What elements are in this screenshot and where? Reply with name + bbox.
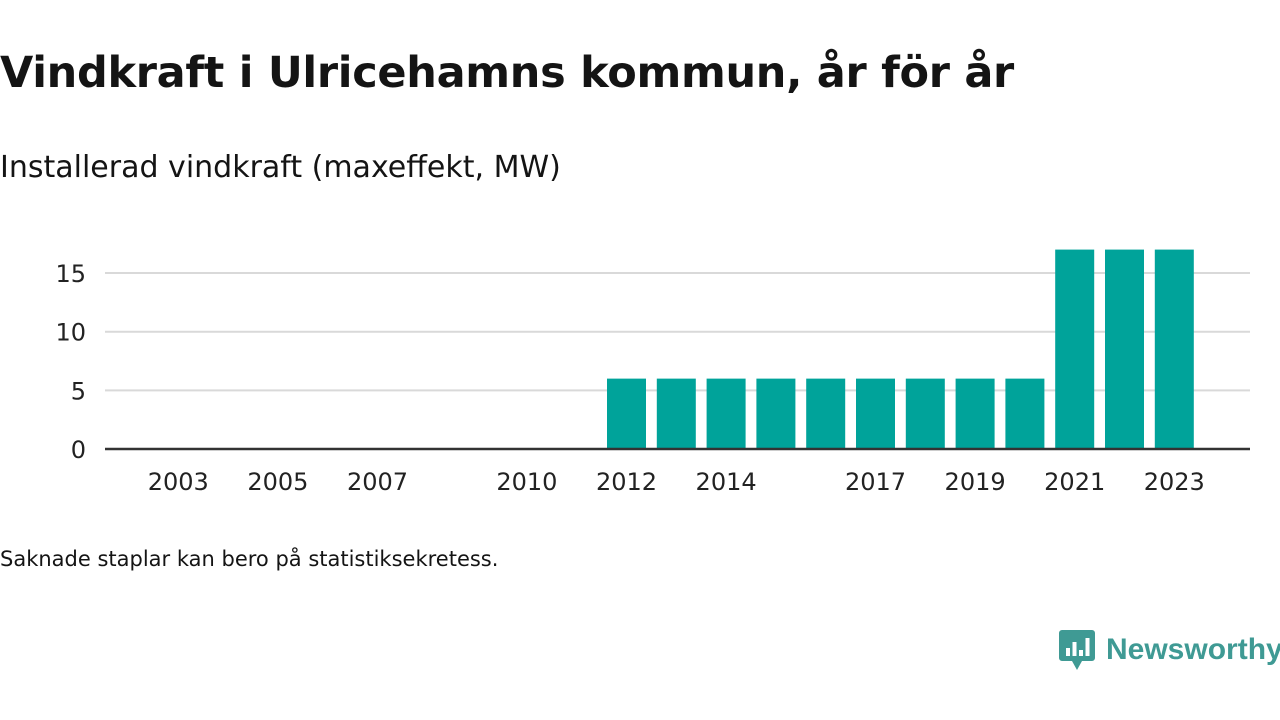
bar[interactable] [955,378,995,449]
bar[interactable] [1005,378,1045,449]
bars [607,249,1194,449]
y-tick-label: 15 [55,260,86,288]
y-tick-label: 10 [55,319,86,347]
chart-subtitle: Installerad vindkraft (maxeffekt, MW) [0,150,561,185]
footnote: Saknade staplar kan bero på statistiksek… [0,547,499,571]
x-tick-label: 2012 [596,468,657,496]
bar[interactable] [1154,249,1194,449]
bar[interactable] [1055,249,1095,449]
x-tick-label: 2010 [496,468,557,496]
y-tick-label: 0 [71,436,86,464]
bar[interactable] [656,378,696,449]
x-axis-ticks: 2003 2005 2007 2010 2012 2014 2017 2019 2021 2023 [148,468,1205,496]
y-axis-ticks: 0 5 10 15 [55,260,86,464]
x-tick-label: 2007 [347,468,408,496]
newsworthy-logo-icon [1059,630,1095,670]
brand-logo[interactable]: Newsworthy [1058,628,1280,672]
bar[interactable] [1105,249,1144,449]
x-tick-label: 2017 [845,468,906,496]
x-tick-label: 2014 [696,468,757,496]
bar[interactable] [856,378,895,449]
bar[interactable] [607,378,646,449]
x-tick-label: 2019 [945,468,1006,496]
bar[interactable] [905,378,945,449]
brand-name: Newsworthy [1106,633,1280,666]
x-tick-label: 2003 [148,468,209,496]
chart-title: Vindkraft i Ulricehamns kommun, år för å… [0,48,1014,98]
y-tick-label: 5 [71,377,86,405]
bar[interactable] [806,378,846,449]
bar[interactable] [706,378,746,449]
x-tick-label: 2023 [1144,468,1205,496]
x-tick-label: 2005 [247,468,308,496]
x-tick-label: 2021 [1044,468,1105,496]
bar[interactable] [756,378,796,449]
